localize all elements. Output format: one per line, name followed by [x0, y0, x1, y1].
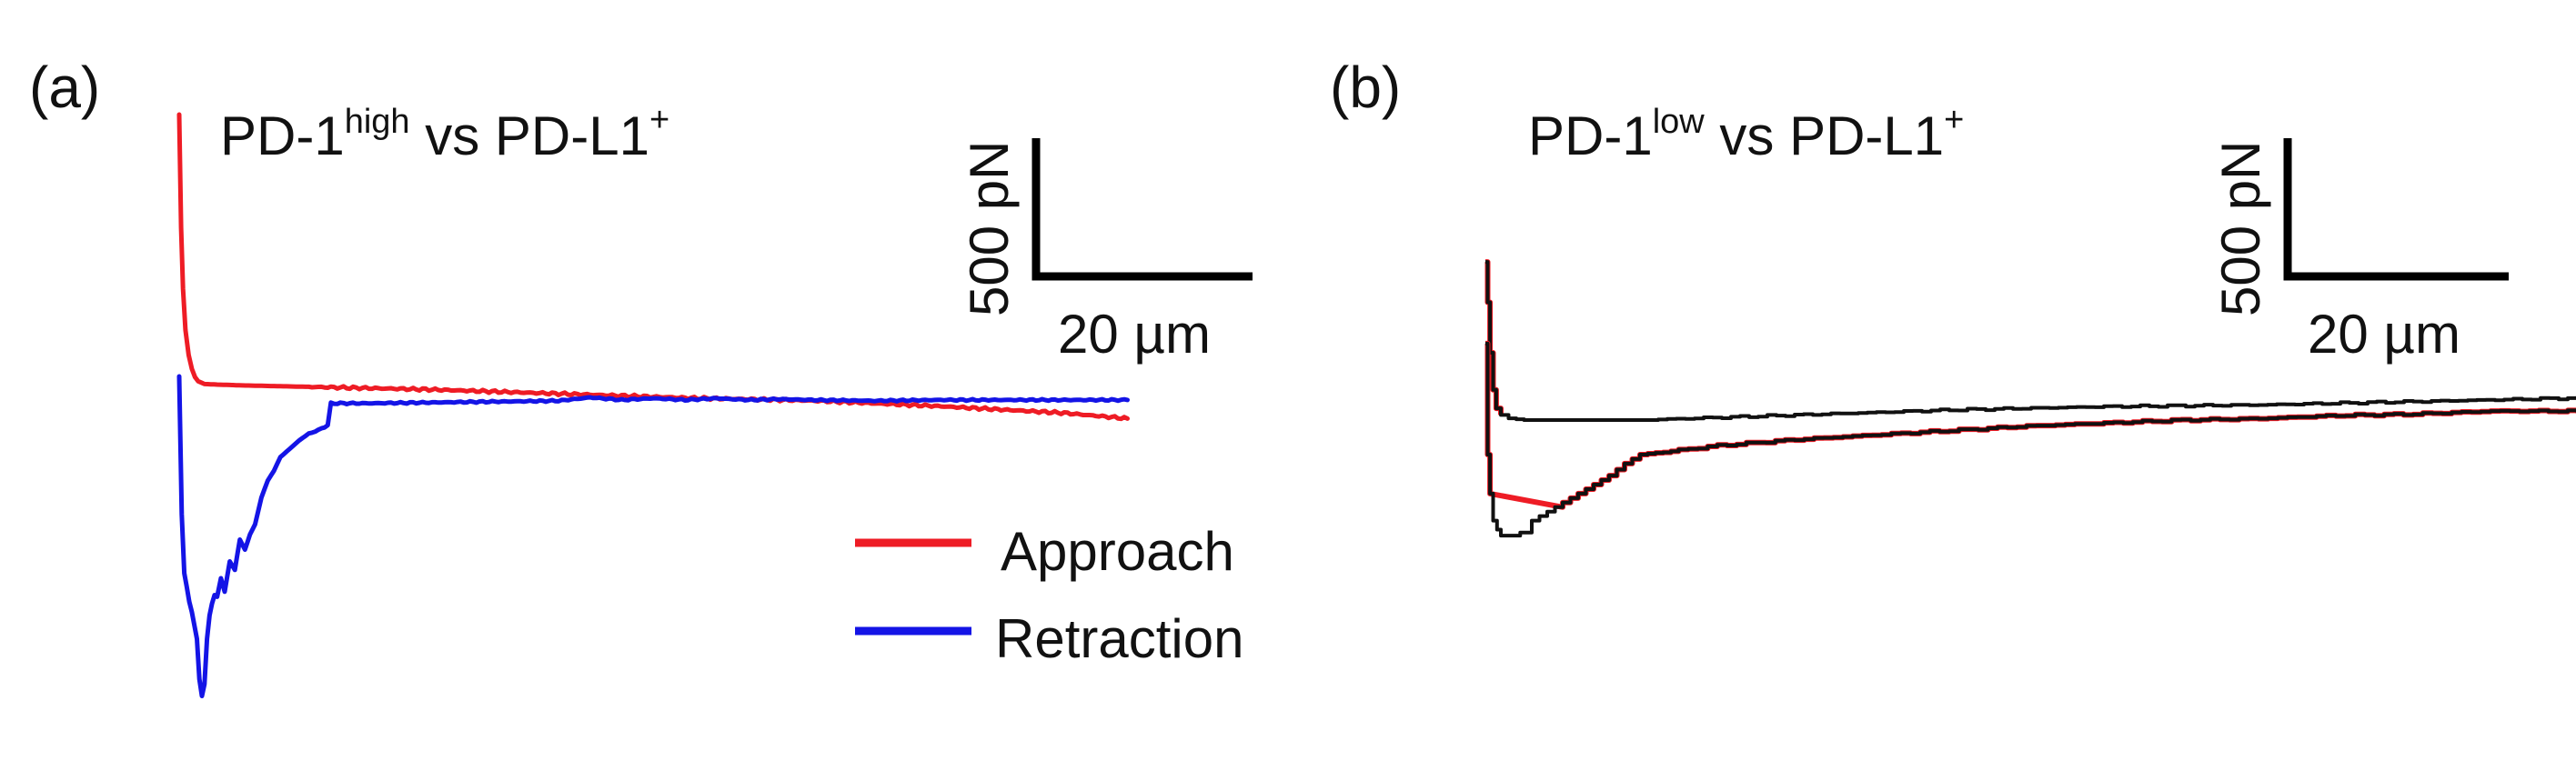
panel-a-scale-bar: 500 pN 20 µm [959, 138, 1253, 365]
panel-b-label: (b) [1330, 55, 1401, 120]
panel-b-retraction-curve [1485, 341, 2576, 538]
panel-a-retraction-curve [176, 374, 1130, 698]
panel-a: (a) PD-1high vs PD-L1+ 500 pN 20 µm Appr… [29, 55, 1253, 698]
panel-a-title: PD-1high vs PD-L1+ [220, 101, 669, 166]
legend: Approach Retraction [855, 521, 1243, 669]
panel-a-label: (a) [29, 55, 100, 120]
legend-approach-label: Approach [1001, 521, 1234, 582]
panel-b-scale-bar-lines [2283, 138, 2509, 281]
panel-b-title: PD-1low vs PD-L1+ [1528, 101, 1964, 166]
panel-b-scale-bar: 500 pN 20 µm [2210, 138, 2509, 365]
panel-b-force-scale-label: 500 pN [2210, 141, 2271, 316]
panel-a-scale-bar-lines [1031, 138, 1253, 281]
legend-retraction-label: Retraction [995, 608, 1243, 669]
panel-b: (b) PD-1low vs PD-L1+ 500 pN 20 µm [1330, 55, 2576, 538]
panel-a-distance-scale-label: 20 µm [1058, 304, 1211, 365]
panel-b-approach-curve [1485, 260, 2576, 422]
panel-a-force-scale-label: 500 pN [959, 141, 1020, 316]
panel-b-distance-scale-label: 20 µm [2308, 304, 2460, 365]
